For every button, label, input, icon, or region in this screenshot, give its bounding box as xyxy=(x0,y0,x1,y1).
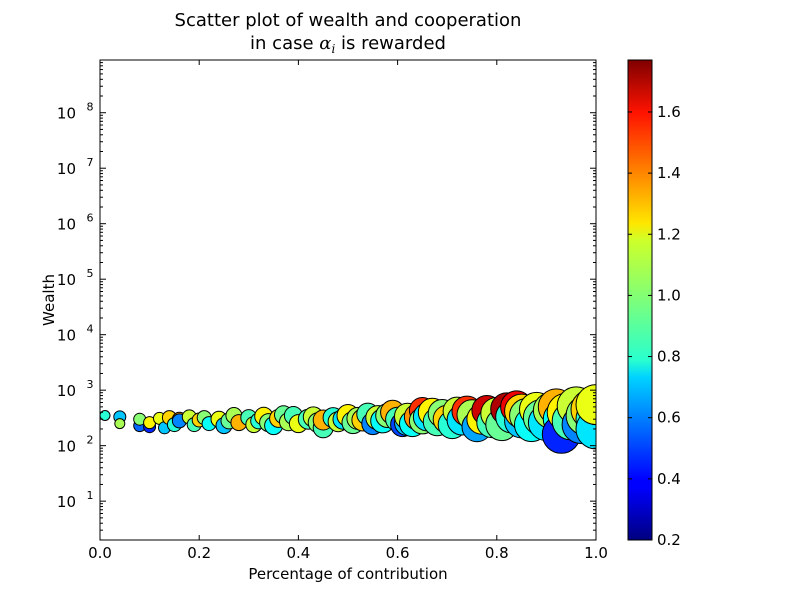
points-layer xyxy=(100,384,596,454)
colorbar-tick-label: 0.2 xyxy=(657,531,681,549)
y-axis-label: Wealth xyxy=(40,274,58,326)
colorbar xyxy=(627,59,653,541)
chart-title-line1: Scatter plot of wealth and cooperation xyxy=(175,10,522,31)
data-point xyxy=(575,384,596,426)
x-tick-label: 0.8 xyxy=(485,544,509,562)
colorbar-tick-label: 1.6 xyxy=(657,103,681,121)
data-point xyxy=(100,410,111,421)
y-tick-label: 10 2 xyxy=(57,434,94,456)
chart-title-pre: in case xyxy=(250,33,319,54)
x-tick-label: 0.0 xyxy=(88,544,112,562)
data-point xyxy=(114,418,126,430)
colorbar-tick-label: 1.4 xyxy=(657,164,681,182)
x-tick-label: 1.0 xyxy=(584,544,608,562)
colorbar-ticks: 0.2 0.4 0.6 0.8 1.0 1.2 1.4 1.6 xyxy=(628,103,681,549)
x-tick-label: 0.2 xyxy=(187,544,211,562)
y-tick-label: 10 5 xyxy=(57,267,94,289)
x-tick-label: 0.4 xyxy=(286,544,310,562)
chart-title-line2: in case αi is rewarded xyxy=(250,33,446,56)
plot-frame xyxy=(99,59,597,541)
chart-title-alpha-sub: i xyxy=(331,42,335,56)
chart-title-post: is rewarded xyxy=(335,33,446,54)
y-tick-label: 10 8 xyxy=(57,101,94,123)
y-tick-label: 10 1 xyxy=(57,489,94,511)
y-tick-label: 10 4 xyxy=(57,323,94,345)
colorbar-tick-label: 0.4 xyxy=(657,470,681,488)
y-tick-label: 10 7 xyxy=(57,156,94,178)
x-tick-label: 0.6 xyxy=(386,544,410,562)
colorbar-tick-label: 1.0 xyxy=(657,286,681,304)
colorbar-tick-label: 1.2 xyxy=(657,225,681,243)
x-axis-label: Percentage of contribution xyxy=(248,565,447,583)
plot-area xyxy=(100,60,596,540)
colorbar-tick-label: 0.6 xyxy=(657,409,681,427)
chart-title-alpha: α xyxy=(319,33,331,54)
y-tick-label: 10 3 xyxy=(57,378,94,400)
y-tick-label: 10 6 xyxy=(57,212,94,234)
colorbar-tick-label: 0.8 xyxy=(657,348,681,366)
